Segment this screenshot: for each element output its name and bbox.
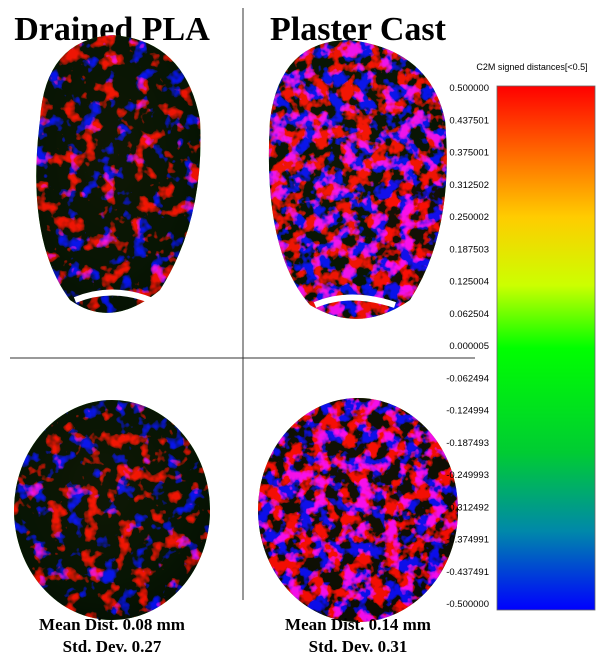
- colorbar-tick-label: -0.500000: [446, 599, 489, 610]
- colorbar-tick-label: 0.250002: [449, 212, 489, 223]
- render-top-right: [258, 398, 458, 622]
- colorbar: [496, 85, 596, 611]
- colorbar-label: C2M signed distances[<0.5]: [476, 62, 587, 72]
- render-top-left: [14, 400, 210, 620]
- colorbar-tick-label: 0.062504: [449, 309, 489, 320]
- render-face-right: [268, 40, 447, 319]
- colorbar-tick-label: -0.249993: [446, 470, 489, 481]
- colorbar-tick-label: -0.437491: [446, 567, 489, 578]
- colorbar-tick-label: 0.500000: [449, 83, 489, 94]
- render-face-left: [36, 35, 201, 313]
- colorbar-tick-label: -0.187493: [446, 438, 489, 449]
- colorbar-tick-label: -0.124994: [446, 406, 489, 417]
- colorbar-tick-label: -0.062494: [446, 373, 489, 384]
- colorbar-tick-label: -0.374991: [446, 535, 489, 546]
- mean-distance: Mean Dist. 0.08 mm: [39, 615, 185, 634]
- colorbar-tick-label: 0.437501: [449, 115, 489, 126]
- std-deviation: Std. Dev. 0.31: [309, 637, 408, 656]
- colorbar-tick-label: -0.312492: [446, 502, 489, 513]
- colorbar-tick-label: 0.000005: [449, 341, 489, 352]
- colorbar-tick-label: 0.375001: [449, 148, 489, 159]
- colorbar-tick-label: 0.187503: [449, 244, 489, 255]
- std-deviation: Std. Dev. 0.27: [63, 637, 162, 656]
- colorbar-ticks: 0.500000 0.437501 0.375001 0.312502 0.250002…: [446, 83, 489, 610]
- colorbar-tick-label: 0.125004: [449, 277, 489, 288]
- colorbar-tick-label: 0.312502: [449, 180, 489, 191]
- mean-distance: Mean Dist. 0.14 mm: [285, 615, 431, 634]
